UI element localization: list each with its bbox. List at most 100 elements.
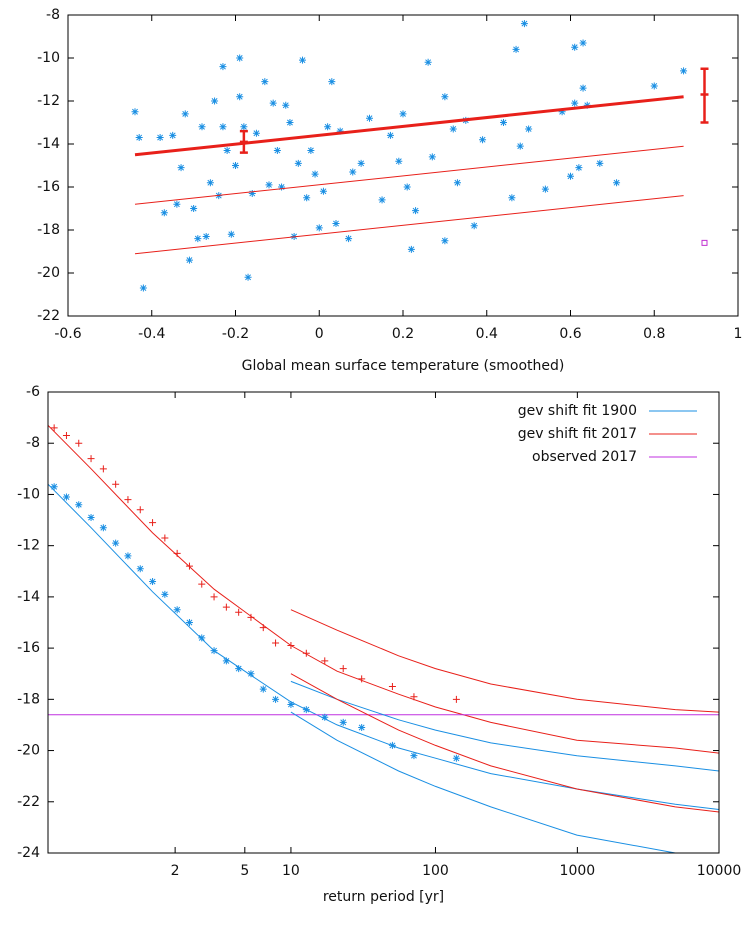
data-point [202,232,210,240]
data-point [287,700,295,708]
data-point [259,685,267,693]
plot-area [131,20,709,292]
data-point [75,439,83,447]
x-tick-label: 100 [422,863,449,879]
data-point [302,649,310,657]
data-point [252,129,260,137]
data-point [99,524,107,532]
data-point [124,496,132,504]
data-point [272,639,280,647]
data-point [99,465,107,473]
data-point [407,245,415,253]
data-point [278,183,286,191]
data-point [190,205,198,212]
data-point [112,480,120,488]
data-point [321,657,329,665]
y-tick-label: -20 [37,265,60,281]
data-point [349,168,357,176]
data-point [388,683,396,691]
data-point [302,706,310,714]
data-point [198,580,206,588]
series-line [48,424,719,754]
y-tick-label: -24 [17,845,40,861]
y-tick-label: -16 [17,640,40,656]
data-point [282,101,290,109]
data-point [198,123,206,131]
y-tick-label: -22 [37,308,60,324]
data-point [339,718,347,726]
data-point [87,455,95,463]
x-tick-label: 0.2 [392,326,414,342]
data-point [319,187,327,195]
series-line [134,195,684,255]
data-point [75,501,83,509]
data-point [424,58,432,66]
data-point [541,185,549,193]
data-point [232,162,239,169]
data-point [479,136,487,144]
data-point [236,93,244,101]
data-point [512,45,520,53]
y-tick-label: -10 [37,50,60,66]
series-line [290,711,676,853]
data-point [219,123,227,131]
data-point [173,606,181,614]
data-point [410,752,418,760]
data-point [650,82,658,90]
x-tick-label: 2 [171,863,180,879]
data-point [680,67,688,75]
x-tick-label: 10000 [697,863,742,879]
data-point [294,159,302,167]
data-point [222,603,230,611]
data-point [156,134,164,142]
data-point [236,54,244,62]
data-point [358,724,366,732]
plot-frame [47,391,720,854]
data-point [287,642,295,650]
x-tick-label: 5 [240,863,249,879]
data-point [324,123,332,131]
data-point [596,159,604,167]
legend-label: gev shift fit 1900 [518,403,637,419]
x-tick-label: -0.2 [222,326,249,342]
data-point [248,189,256,197]
data-point [240,123,248,131]
data-point [185,619,193,626]
data-point [453,179,461,187]
data-point [315,224,323,232]
data-point [701,239,708,246]
data-point [135,134,143,142]
y-tick-label: -10 [17,486,40,502]
data-point [136,565,144,573]
data-point [399,110,407,118]
data-point [579,39,587,47]
data-point [139,284,147,292]
data-point [50,424,58,432]
data-point [332,220,340,228]
data-point [161,534,169,542]
data-point [112,539,120,547]
data-point [261,78,269,86]
data-point [235,665,243,673]
data-point [269,99,277,107]
x-tick-label: -0.6 [54,326,81,342]
data-point [567,172,574,180]
data-point [311,170,319,178]
data-point [149,519,157,527]
data-point [223,146,231,154]
data-point [160,209,168,217]
data-point [173,549,181,557]
series-line [134,145,684,205]
series-line [290,680,719,772]
data-point [198,634,206,642]
y-tick-label: -8 [26,435,40,451]
data-point [273,146,281,154]
data-point [307,146,315,154]
data-point [303,194,311,202]
error-bar [239,129,248,154]
data-point [194,235,202,243]
y-tick-label: -18 [37,222,60,238]
y-tick-label: -12 [37,93,60,109]
